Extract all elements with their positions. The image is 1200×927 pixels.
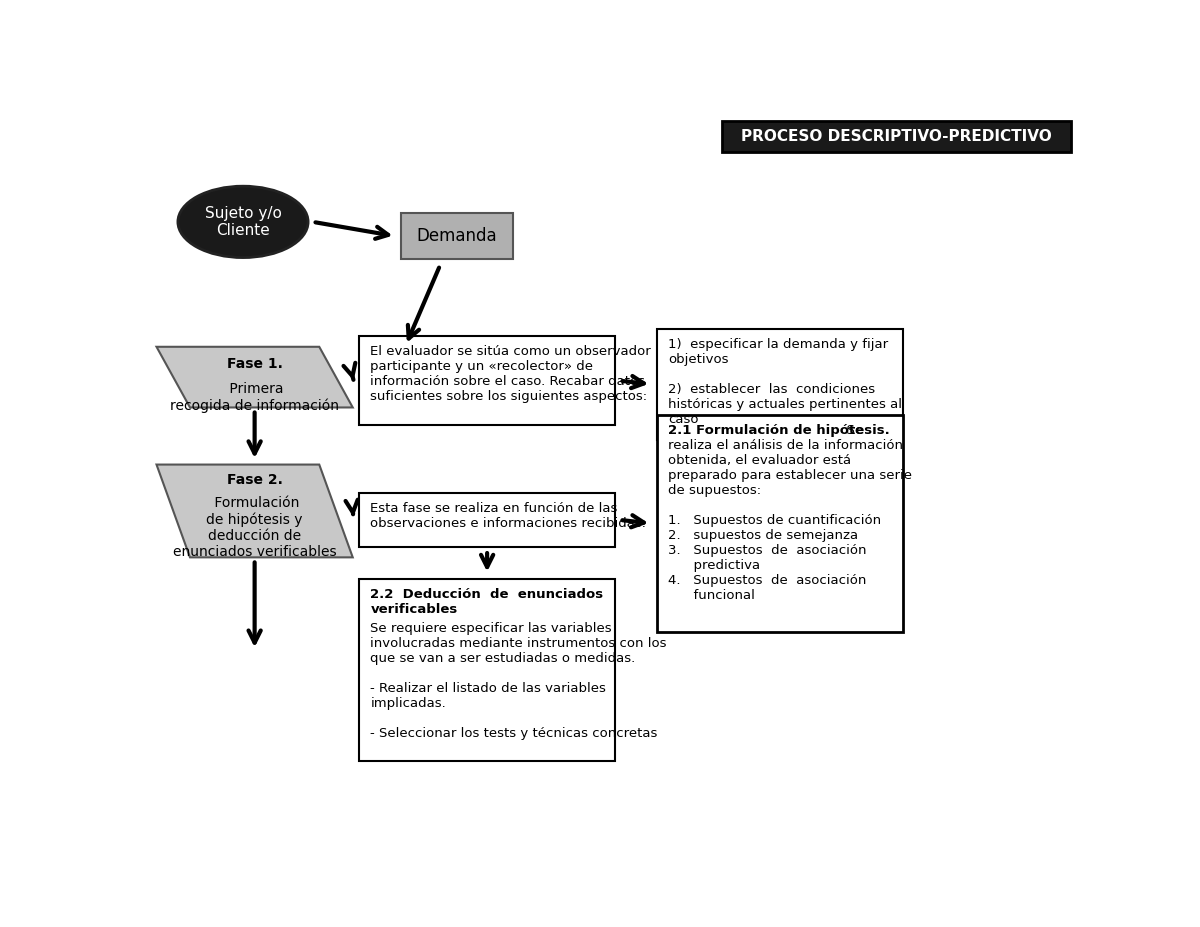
FancyBboxPatch shape	[359, 337, 616, 425]
Ellipse shape	[178, 186, 308, 258]
Text: Sujeto y/o
Cliente: Sujeto y/o Cliente	[204, 206, 282, 238]
Polygon shape	[156, 347, 353, 408]
Text: 2.1 Formulación de hipótesis.: 2.1 Formulación de hipótesis.	[668, 424, 889, 437]
FancyBboxPatch shape	[722, 121, 1070, 152]
Text: PROCESO DESCRIPTIVO-PREDICTIVO: PROCESO DESCRIPTIVO-PREDICTIVO	[740, 129, 1051, 144]
FancyBboxPatch shape	[656, 414, 904, 632]
FancyBboxPatch shape	[359, 493, 616, 547]
Polygon shape	[156, 464, 353, 557]
FancyBboxPatch shape	[656, 329, 904, 439]
Text: Fase 2.: Fase 2.	[227, 474, 282, 488]
Text: 2.2  Deducción  de  enunciados
verificables: 2.2 Deducción de enunciados verificables	[371, 588, 604, 616]
Text: Formulación
de hipótesis y
deducción de
enunciados verificables: Formulación de hipótesis y deducción de …	[173, 496, 336, 559]
Text: Esta fase se realiza en función de las
observaciones e informaciones recibidas.: Esta fase se realiza en función de las o…	[371, 502, 647, 530]
Text: 1)  especificar la demanda y fijar
objetivos

2)  establecer  las  condiciones
h: 1) especificar la demanda y fijar objeti…	[668, 338, 902, 426]
Text: El evaluador se sitúa como un observador
participante y un «recolector» de
infor: El evaluador se sitúa como un observador…	[371, 346, 652, 403]
FancyBboxPatch shape	[401, 213, 512, 260]
FancyBboxPatch shape	[359, 578, 616, 761]
Text: Se requiere especificar las variables
involucradas mediante instrumentos con los: Se requiere especificar las variables in…	[371, 622, 667, 740]
Text: Primera
recogida de información: Primera recogida de información	[170, 382, 340, 413]
Text: Demanda: Demanda	[416, 227, 497, 245]
Text: Se
realiza el análisis de la información
obtenida, el evaluador está
preparado p: Se realiza el análisis de la información…	[668, 424, 912, 602]
Text: Fase 1.: Fase 1.	[227, 357, 282, 372]
